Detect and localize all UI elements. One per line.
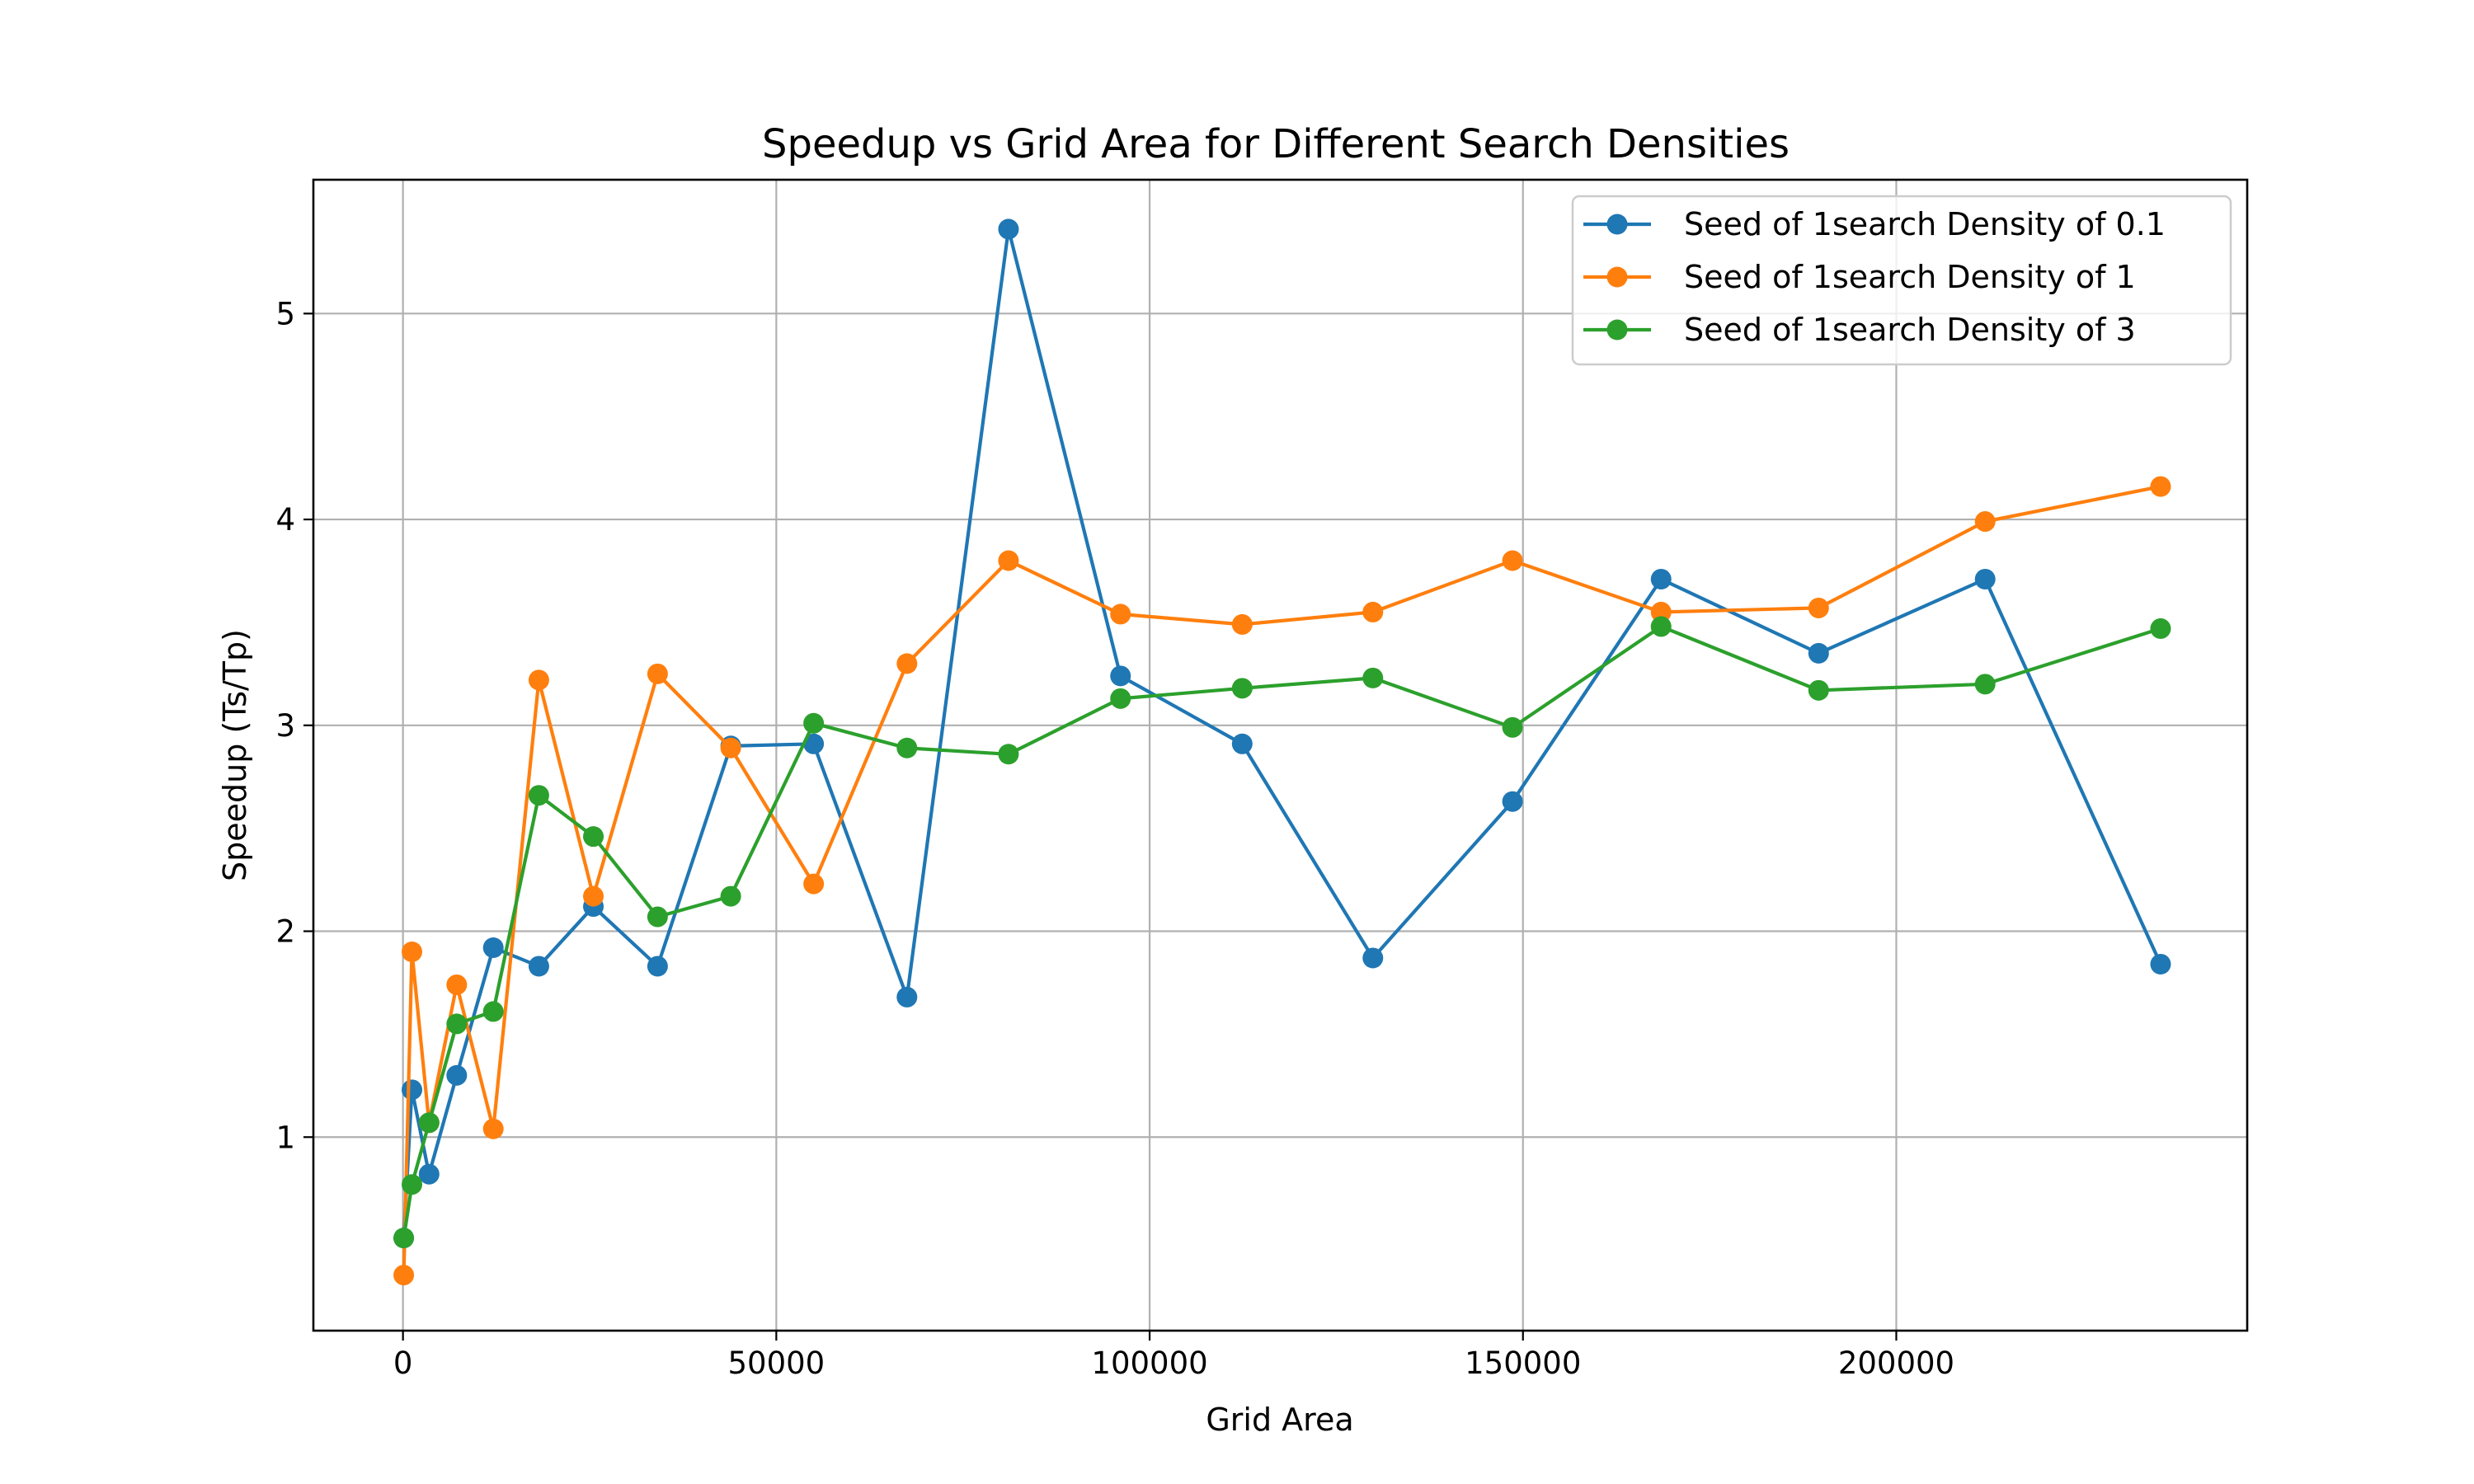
data-point <box>647 956 668 977</box>
data-point <box>583 826 604 848</box>
x-axis-label: Grid Area <box>1206 1402 1353 1438</box>
chart-title: Speedup vs Grid Area for Different Searc… <box>762 121 1790 167</box>
data-point <box>720 737 741 758</box>
x-tick-label: 150000 <box>1465 1345 1581 1381</box>
data-point <box>418 1163 440 1185</box>
data-point <box>393 1228 415 1249</box>
data-point <box>1231 678 1253 699</box>
data-point <box>528 669 549 691</box>
data-point <box>1650 616 1672 637</box>
data-point <box>1231 613 1253 635</box>
legend-item: Seed of 1search Density of 0.1 <box>1583 206 2166 242</box>
data-point <box>1362 667 1384 688</box>
data-point <box>803 733 825 754</box>
data-point <box>2150 953 2171 974</box>
legend: Seed of 1search Density of 0.1 Seed of 1s… <box>1571 195 2232 366</box>
series-2 <box>393 476 2171 1286</box>
legend-label: Seed of 1search Density of 3 <box>1684 312 2136 348</box>
data-point <box>1650 568 1672 589</box>
data-point <box>647 906 668 928</box>
legend-item: Seed of 1search Density of 1 <box>1583 259 2136 295</box>
axis-ticks: 0 50000 100000 150000 200000 1 2 3 4 5 <box>275 296 1954 1381</box>
data-point <box>418 1112 440 1134</box>
x-tick-label: 100000 <box>1091 1345 1207 1381</box>
data-point <box>1650 601 1672 622</box>
data-point <box>647 663 668 684</box>
series-1 <box>393 218 2171 1249</box>
data-point <box>446 1013 468 1035</box>
x-tick-label: 50000 <box>727 1345 825 1381</box>
data-point <box>896 986 918 1007</box>
data-point <box>998 550 1019 571</box>
data-point <box>583 885 604 907</box>
data-point <box>1808 679 1829 701</box>
y-tick-label: 5 <box>275 296 295 331</box>
data-point <box>1110 688 1131 709</box>
data-point <box>446 974 468 995</box>
grid-lines <box>313 180 2247 1331</box>
data-point <box>1502 716 1523 738</box>
data-point <box>803 712 825 734</box>
data-point <box>1974 674 1996 695</box>
data-point <box>482 1001 504 1022</box>
data-point <box>393 1265 415 1286</box>
data-point <box>402 1174 423 1195</box>
legend-label: Seed of 1search Density of 1 <box>1684 259 2136 295</box>
data-point <box>1110 665 1131 687</box>
data-point <box>528 785 549 806</box>
legend-item: Seed of 1search Density of 3 <box>1583 312 2136 348</box>
y-axis-label: Speedup (Ts/Tp) <box>217 629 253 881</box>
y-tick-label: 4 <box>275 502 295 538</box>
data-point <box>803 873 825 895</box>
series-3 <box>393 616 2171 1249</box>
x-tick-label: 0 <box>393 1345 413 1381</box>
data-point <box>1808 597 1829 618</box>
data-point <box>1808 642 1829 664</box>
data-point <box>1362 947 1384 969</box>
y-tick-label: 3 <box>275 708 295 744</box>
data-point <box>482 937 504 958</box>
y-tick-label: 2 <box>275 914 295 950</box>
data-point <box>1110 603 1131 625</box>
legend-marker <box>1606 319 1628 340</box>
data-point <box>402 941 423 962</box>
data-point <box>998 744 1019 765</box>
data-point <box>402 1079 423 1101</box>
legend-marker <box>1606 266 1628 288</box>
legend-label: Seed of 1search Density of 0.1 <box>1684 206 2166 242</box>
data-point <box>1974 568 1996 589</box>
series-line <box>402 484 2163 1277</box>
y-tick-label: 1 <box>275 1120 295 1155</box>
data-point <box>1231 733 1253 754</box>
series-line <box>402 227 2163 1240</box>
series-layer <box>393 218 2171 1286</box>
data-point <box>446 1064 468 1086</box>
data-point <box>2150 476 2171 497</box>
data-point <box>1502 550 1523 571</box>
data-point <box>998 218 1019 240</box>
data-point <box>1502 791 1523 812</box>
data-point <box>482 1118 504 1139</box>
data-point <box>896 737 918 758</box>
plot-frame <box>312 178 2249 1332</box>
data-point <box>896 653 918 674</box>
legend-box <box>1571 195 2232 366</box>
data-point <box>2150 618 2171 639</box>
x-tick-label: 200000 <box>1838 1345 1954 1381</box>
legend-marker <box>1606 214 1628 235</box>
data-point <box>720 885 741 907</box>
data-point <box>528 956 549 977</box>
data-point <box>1362 601 1384 622</box>
data-point <box>1974 511 1996 533</box>
